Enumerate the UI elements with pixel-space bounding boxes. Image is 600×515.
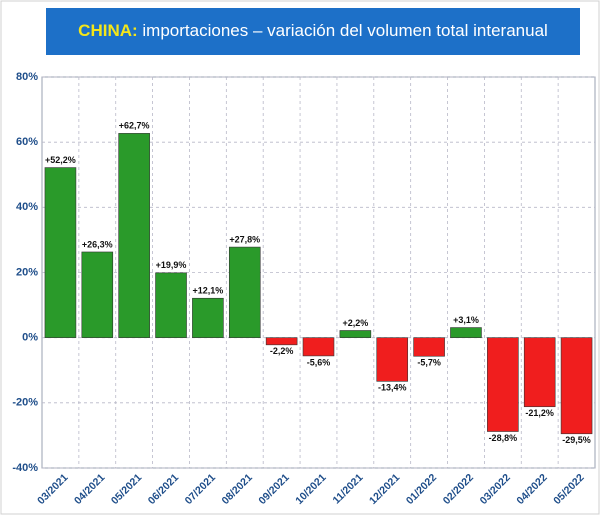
value-label: -2,2% xyxy=(270,346,294,356)
title-text: importaciones – variación del volumen to… xyxy=(142,21,547,40)
bar xyxy=(523,337,556,408)
bar xyxy=(339,330,372,338)
value-label: +19,9% xyxy=(156,260,187,270)
value-label: +2,2% xyxy=(342,318,368,328)
y-tick-label: -40% xyxy=(12,462,38,474)
value-label: -13,4% xyxy=(378,383,407,393)
value-label: +62,7% xyxy=(119,121,150,131)
bar xyxy=(118,133,150,338)
y-tick-label: 40% xyxy=(16,201,38,213)
value-label: -5,7% xyxy=(417,358,441,368)
bar xyxy=(450,327,482,338)
bar xyxy=(413,337,445,357)
value-label: +26,3% xyxy=(82,239,113,249)
value-label: -29,5% xyxy=(562,435,591,445)
value-label: +52,2% xyxy=(45,155,76,165)
title-banner xyxy=(46,8,580,55)
value-label: +12,1% xyxy=(193,286,224,296)
bar xyxy=(44,167,77,338)
y-tick-label: 80% xyxy=(16,71,38,83)
y-tick-label: 60% xyxy=(16,136,38,148)
bar xyxy=(376,337,409,382)
value-label: -21,2% xyxy=(525,408,554,418)
bar xyxy=(560,337,593,435)
bar xyxy=(192,297,224,338)
value-label: +3,1% xyxy=(453,315,479,325)
bar xyxy=(487,337,519,432)
y-tick-label: 20% xyxy=(16,266,38,278)
bar xyxy=(155,272,187,338)
bar xyxy=(228,246,261,338)
title-highlight: CHINA: xyxy=(78,21,138,40)
chart-title: CHINA: importaciones – variación del vol… xyxy=(78,21,548,40)
y-tick-label: 0% xyxy=(22,332,38,344)
value-label: -5,6% xyxy=(307,357,331,367)
y-tick-label: -20% xyxy=(12,397,38,409)
bar xyxy=(265,337,298,346)
bar xyxy=(302,337,335,357)
value-label: +27,8% xyxy=(229,234,260,244)
value-label: -28,8% xyxy=(489,433,518,443)
bar xyxy=(81,251,114,338)
